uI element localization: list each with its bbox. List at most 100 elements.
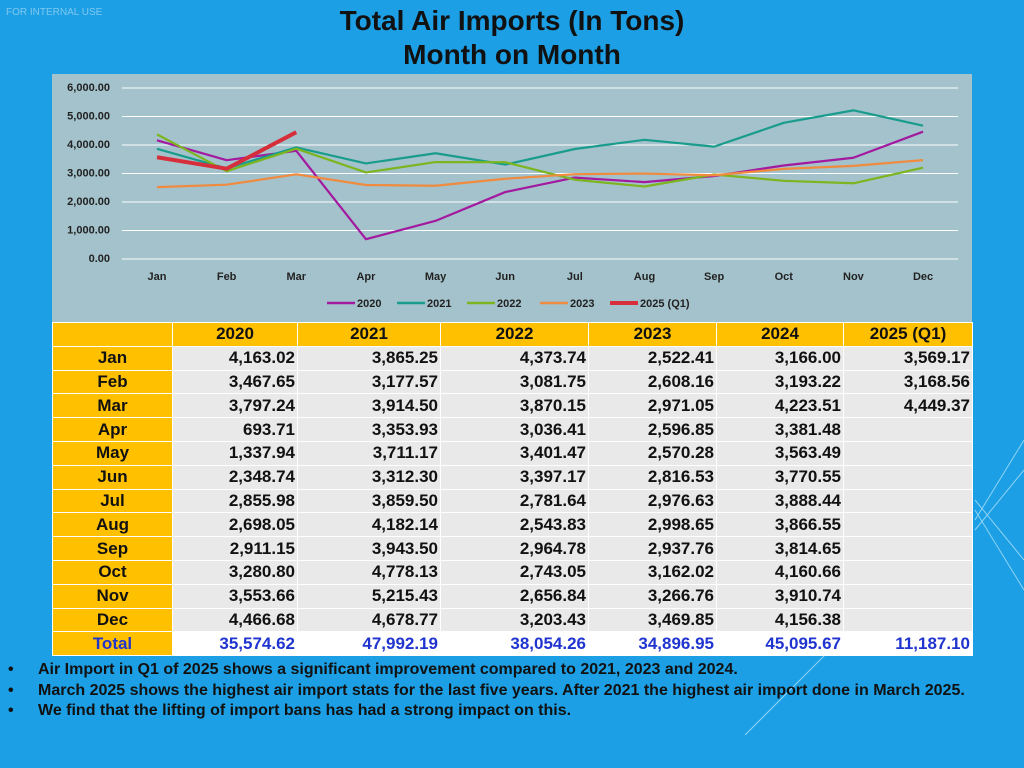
data-table: 2020 2021 2022 2023 2024 2025 (Q1) Jan 4,163.02… <box>52 322 973 657</box>
table-cell: 3,036.41 <box>440 417 589 442</box>
y-tick-label: 6,000.00 <box>67 82 110 94</box>
table-cell: 3,203.43 <box>440 607 589 633</box>
table-row: Jun 2,348.74 3,312.30 3,397.17 2,816.53 3,770… <box>52 464 973 490</box>
legend-label: 2021 <box>427 298 451 310</box>
title-block: Total Air Imports (In Tons) Month on Mon… <box>0 4 1024 72</box>
table-cell: 34,896.95 <box>588 631 717 657</box>
bullet: We find that the lifting of import bans … <box>8 701 988 722</box>
table-cell: 2,348.74 <box>172 464 298 490</box>
table-cell: 3,397.17 <box>440 464 589 490</box>
table-cell: 35,574.62 <box>172 631 298 657</box>
table-row: Aug 2,698.05 4,182.14 2,543.83 2,998.65 3,866… <box>52 512 973 538</box>
y-tick-label: 5,000.00 <box>67 110 110 122</box>
table-cell: 3,711.17 <box>297 440 441 466</box>
y-tick-label: 0.00 <box>89 253 110 265</box>
table-cell: 4,449.37 <box>843 393 973 419</box>
table-cell: 3,770.55 <box>716 464 844 490</box>
table-cell <box>843 536 973 561</box>
table-cell: 3,943.50 <box>297 536 441 561</box>
table-cell: 3,193.22 <box>716 369 844 395</box>
y-tick-label: 1,000.00 <box>67 224 110 236</box>
table-row: Apr 693.71 3,353.93 3,036.41 2,596.85 3,381.4… <box>52 417 973 442</box>
y-tick-label: 2,000.00 <box>67 196 110 208</box>
table-cell: 2,976.63 <box>588 488 717 514</box>
table-cell: 3,081.75 <box>440 369 589 395</box>
row-label: Mar <box>52 393 173 419</box>
table-row: Nov 3,553.66 5,215.43 2,656.84 3,266.76 3,910… <box>52 583 973 609</box>
table-cell: 3,569.17 <box>843 345 973 371</box>
x-tick-label: Dec <box>913 271 933 283</box>
table-cell: 693.71 <box>172 417 298 442</box>
table-cell: 3,553.66 <box>172 583 298 609</box>
table-cell: 38,054.26 <box>440 631 589 657</box>
table-cell: 2,855.98 <box>172 488 298 514</box>
table-cell: 3,914.50 <box>297 393 441 419</box>
table-cell: 2023 <box>588 322 717 347</box>
row-label: Sep <box>52 536 173 561</box>
bullet: March 2025 shows the highest air import … <box>8 681 988 702</box>
series-line <box>156 133 924 188</box>
table-cell: 2,608.16 <box>588 369 717 395</box>
table-cell: 4,163.02 <box>172 345 298 371</box>
table-cell: 3,266.76 <box>588 583 717 609</box>
table-cell: 2022 <box>440 322 589 347</box>
table-cell: 3,168.56 <box>843 369 973 395</box>
table-row: Jul 2,855.98 3,859.50 2,781.64 2,976.63 3,888… <box>52 488 973 514</box>
table-cell: 3,467.65 <box>172 369 298 395</box>
table-cell: 5,215.43 <box>297 583 441 609</box>
table-cell <box>843 417 973 442</box>
series-line <box>156 109 924 170</box>
table-cell: 4,466.68 <box>172 607 298 633</box>
table-cell: 3,814.65 <box>716 536 844 561</box>
y-tick-label: 4,000.00 <box>67 139 110 151</box>
bullet: Air Import in Q1 of 2025 shows a signifi… <box>8 660 988 681</box>
table-cell: 4,156.38 <box>716 607 844 633</box>
legend-label: 2022 <box>497 298 521 310</box>
table-cell: 4,160.66 <box>716 559 844 585</box>
table-cell: 2,781.64 <box>440 488 589 514</box>
table-cell: 45,095.67 <box>716 631 844 657</box>
x-tick-label: Jun <box>495 271 515 283</box>
table-cell <box>843 607 973 633</box>
table-row: May 1,337.94 3,711.17 3,401.47 2,570.28 3,563… <box>52 440 973 466</box>
table-cell: 2025 (Q1) <box>843 322 973 347</box>
table-cell: 3,353.93 <box>297 417 441 442</box>
table-cell: 2024 <box>716 322 844 347</box>
table-cell: 3,469.85 <box>588 607 717 633</box>
row-label: May <box>52 440 173 466</box>
table-cell <box>843 512 973 538</box>
table-cell <box>843 488 973 514</box>
table-cell: 3,859.50 <box>297 488 441 514</box>
table-cell: 3,563.49 <box>716 440 844 466</box>
table-cell: 4,678.77 <box>297 607 441 633</box>
legend-label: 2020 <box>357 298 381 310</box>
chart-area <box>52 74 972 322</box>
row-label: Jan <box>52 345 173 371</box>
table-cell: 3,870.15 <box>440 393 589 419</box>
table-cell: 11,187.10 <box>843 631 973 657</box>
table-cell: 2,816.53 <box>588 464 717 490</box>
table-cell: 2,698.05 <box>172 512 298 538</box>
legend-label: 2025 (Q1) <box>640 298 690 310</box>
table-cell: 2,911.15 <box>172 536 298 561</box>
x-tick-label: May <box>425 271 447 283</box>
table-cell: 2,656.84 <box>440 583 589 609</box>
x-tick-label: Nov <box>843 271 865 283</box>
table-cell: 4,182.14 <box>297 512 441 538</box>
x-tick-label: Oct <box>775 271 794 283</box>
row-label: Jul <box>52 488 173 514</box>
row-label: Jun <box>52 464 173 490</box>
table-cell: 2,937.76 <box>588 536 717 561</box>
table-row: Oct 3,280.80 4,778.13 2,743.05 3,162.02 4,160… <box>52 559 973 585</box>
row-label: Dec <box>52 607 173 633</box>
table-cell: 3,797.24 <box>172 393 298 419</box>
table-cell: 2,596.85 <box>588 417 717 442</box>
row-label: Nov <box>52 583 173 609</box>
table-cell: 4,373.74 <box>440 345 589 371</box>
table-cell: 2020 <box>172 322 298 347</box>
table-cell: 2,743.05 <box>440 559 589 585</box>
table-cell: 2021 <box>297 322 441 347</box>
table-cell: 4,778.13 <box>297 559 441 585</box>
table-cell: 3,910.74 <box>716 583 844 609</box>
